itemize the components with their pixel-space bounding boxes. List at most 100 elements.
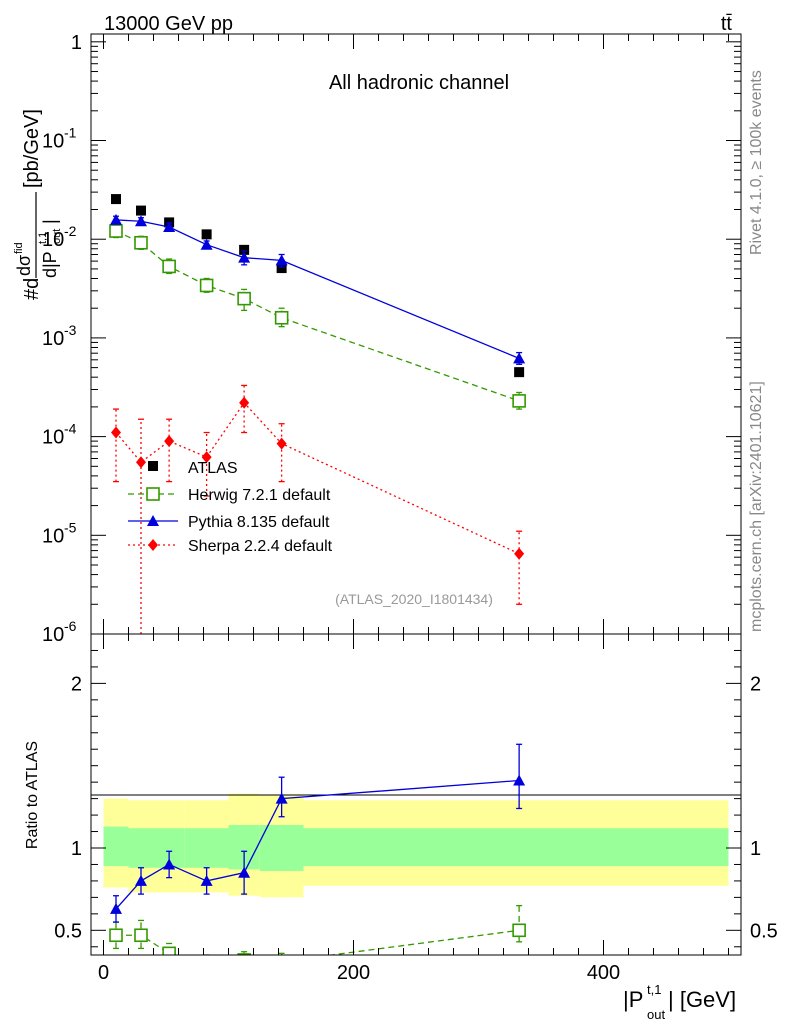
ratio-panel: 0 200 400 0.5 0.5 1 1 2 2 — [54, 633, 778, 984]
main-y-tick-label: 10 — [42, 229, 64, 251]
main-series-1 — [109, 224, 526, 410]
main-point — [513, 352, 526, 364]
main-panel: 110-110-210-310-410-510-6 — [42, 32, 742, 646]
main-y-tick-label-exponent: -3 — [64, 322, 77, 338]
legend-label-atlas: ATLAS — [188, 460, 238, 477]
main-y-tick-label: 10 — [42, 328, 64, 350]
main-y-tick-label: 10 — [42, 427, 64, 449]
legend-item-herwig: Herwig 7.2.1 default — [128, 487, 331, 504]
main-point — [136, 456, 146, 469]
ratio-series-0 — [109, 904, 526, 955]
main-y-tick-label-exponent: -2 — [64, 223, 77, 239]
main-point — [163, 220, 176, 232]
ratio-x-tick-label: 200 — [337, 962, 370, 984]
main-point — [239, 244, 250, 255]
main-point — [111, 194, 121, 205]
x-axis-title-sub: out — [647, 1007, 665, 1022]
legend-label-herwig: Herwig 7.2.1 default — [188, 487, 331, 504]
ratio-point — [200, 874, 213, 886]
main-y-tick-label-exponent: -4 — [64, 421, 77, 437]
main-y-title-num: dσ — [14, 255, 34, 276]
legend-item-sherpa: Sherpa 2.2.4 default — [128, 538, 333, 555]
legend-marker-sherpa — [148, 539, 158, 551]
ratio-uncertainty-bands — [103, 793, 729, 898]
main-point — [274, 310, 289, 325]
main-y-tick-label: 1 — [71, 32, 82, 54]
main-point — [237, 291, 251, 306]
x-axis-title-main: |P — [623, 987, 643, 1012]
main-point — [275, 254, 288, 266]
main-series-2 — [110, 213, 526, 365]
main-y-tick-label: 10 — [42, 131, 64, 153]
main-series-line — [115, 401, 520, 555]
ratio-series-1 — [110, 743, 526, 923]
ratio-y-tick-label-left: 2 — [71, 673, 82, 695]
main-point — [200, 238, 213, 250]
legend-label-sherpa: Sherpa 2.2.4 default — [188, 538, 333, 555]
main-y-title-fid: fid — [13, 242, 25, 254]
legend: ATLAS Herwig 7.2.1 default Pythia 8.135 … — [128, 460, 333, 555]
legend-marker-atlas — [148, 461, 158, 471]
legend-marker-herwig — [146, 487, 160, 501]
main-series-3 — [111, 384, 525, 634]
main-y-title-den-close: | — [40, 219, 60, 224]
main-y-title: #d dσ fid d|P t,1 out | [pb/GeV] — [13, 109, 63, 300]
ratio-point — [163, 858, 176, 870]
legend-marker-pythia — [147, 515, 159, 526]
ratio-point — [110, 902, 122, 914]
side-label-top: Rivet 4.1.0, ≥ 100k events — [748, 70, 765, 255]
main-y-tick-label-exponent: -5 — [64, 519, 77, 535]
ratio-y-tick-label-left: 0.5 — [54, 920, 82, 942]
main-point — [111, 426, 121, 439]
process-label: tt̄ — [721, 13, 733, 35]
ratio-y-tick-label-right: 1 — [750, 838, 761, 860]
ratio-band-inner — [103, 826, 129, 867]
main-y-title-den: d|P — [40, 251, 60, 278]
ratio-series-line — [116, 929, 520, 955]
analysis-id: (ATLAS_2020_I1801434) — [335, 591, 493, 607]
ratio-y-title: Ratio to ATLAS — [24, 741, 41, 849]
main-point — [239, 396, 250, 409]
main-y-title-den-sub: out — [51, 229, 63, 244]
ratio-point — [109, 928, 123, 943]
main-point — [164, 435, 175, 448]
ratio-point — [135, 874, 147, 886]
side-label-bottom: mcplots.cern.ch [arXiv:2401.10621] — [748, 381, 765, 632]
main-y-tick-label: 10 — [42, 624, 64, 646]
main-point — [514, 547, 525, 560]
main-y-tick-label: 10 — [42, 525, 64, 547]
ratio-point — [237, 953, 251, 955]
ratio-point — [134, 928, 148, 943]
ratio-band-inner — [184, 828, 229, 868]
ratio-point — [162, 946, 176, 955]
main-y-title-unit: [pb/GeV] — [21, 109, 43, 188]
ratio-point — [512, 923, 526, 938]
ratio-y-tick-label-left: 1 — [71, 838, 82, 860]
main-point — [135, 215, 147, 227]
ratio-x-tick-label: 0 — [98, 962, 109, 984]
main-y-title-prefix: #d — [21, 278, 43, 300]
main-point — [276, 437, 287, 450]
ratio-x-tick-label: 400 — [587, 962, 620, 984]
main-point — [136, 205, 146, 216]
ratio-band-inner — [259, 824, 304, 872]
main-y-axis: 110-110-210-310-410-510-6 — [42, 32, 741, 646]
x-axis-title: |P t,1 out | [GeV] — [623, 982, 736, 1022]
main-point — [201, 451, 212, 464]
ratio-band-inner — [128, 828, 154, 868]
energy-label: 13000 GeV pp — [104, 13, 233, 35]
legend-item-pythia: Pythia 8.135 default — [128, 514, 330, 531]
main-point — [201, 229, 212, 240]
main-point — [109, 224, 123, 238]
main-point — [162, 259, 176, 274]
main-point — [110, 213, 122, 225]
main-y-tick-label-exponent: -1 — [64, 125, 77, 141]
main-point — [238, 251, 251, 263]
main-series-line — [115, 230, 520, 402]
main-series — [109, 194, 526, 634]
channel-label: All hadronic channel — [329, 72, 509, 94]
main-point — [134, 235, 148, 250]
main-series-0 — [111, 194, 525, 378]
legend-item-atlas: ATLAS — [148, 460, 238, 477]
